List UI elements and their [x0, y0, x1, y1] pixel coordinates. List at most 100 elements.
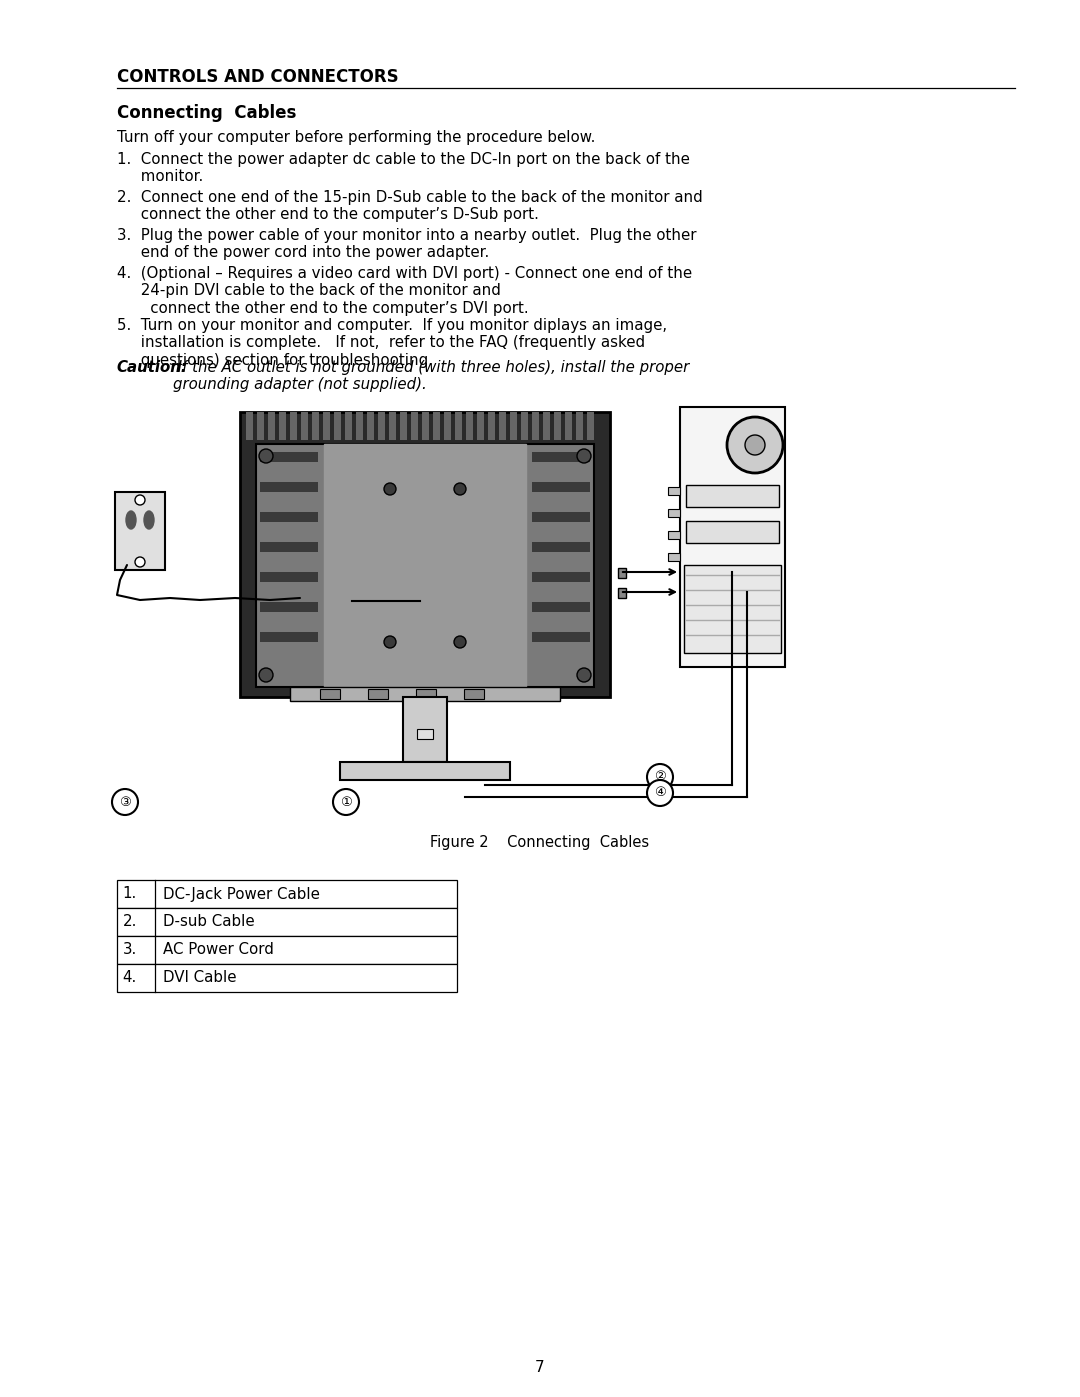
Ellipse shape [144, 511, 154, 529]
Bar [260, 542, 318, 552]
Bar [532, 602, 590, 612]
Bar [532, 542, 590, 552]
Circle shape [727, 416, 783, 474]
Text: CONTROLS AND CONNECTORS: CONTROLS AND CONNECTORS [117, 68, 399, 87]
Bar [411, 412, 418, 440]
Bar [114, 492, 165, 570]
Text: Figure 2    Connecting  Cables: Figure 2 Connecting Cables [431, 835, 649, 849]
Text: 4.  (Optional – Requires a video card with DVI port) - Connect one end of the
  : 4. (Optional – Requires a video card wit… [117, 265, 692, 316]
Bar [117, 908, 457, 936]
Bar [669, 488, 680, 495]
Bar [260, 571, 318, 583]
Bar [499, 412, 507, 440]
Text: 5.  Turn on your monitor and computer.  If you monitor diplays an image,
     in: 5. Turn on your monitor and computer. If… [117, 319, 666, 367]
Text: 2.  Connect one end of the 15-pin D-Sub cable to the back of the monitor and
   : 2. Connect one end of the 15-pin D-Sub c… [117, 190, 702, 222]
Bar [279, 412, 286, 440]
Bar [117, 880, 457, 908]
Bar [300, 588, 352, 615]
Text: If the AC outlet is not grounded (with three holes), install the proper
groundin: If the AC outlet is not grounded (with t… [173, 360, 689, 393]
Bar [684, 564, 781, 652]
Bar [403, 697, 447, 761]
Bar [488, 412, 495, 440]
Bar [268, 412, 275, 440]
Bar [257, 412, 264, 440]
Circle shape [135, 557, 145, 567]
Bar [543, 412, 550, 440]
Bar [554, 412, 561, 440]
Bar [240, 412, 610, 697]
Circle shape [745, 434, 765, 455]
Bar [323, 412, 330, 440]
Circle shape [112, 789, 138, 814]
Text: 1.  Connect the power adapter dc cable to the DC-In port on the back of the
    : 1. Connect the power adapter dc cable to… [117, 152, 689, 184]
Bar [455, 412, 462, 440]
Bar [291, 412, 297, 440]
Circle shape [454, 483, 465, 495]
Bar [340, 761, 510, 780]
Bar [291, 687, 561, 701]
Text: 7: 7 [536, 1361, 544, 1375]
Bar [565, 412, 572, 440]
Bar [389, 412, 396, 440]
Circle shape [384, 483, 396, 495]
Bar [532, 511, 590, 522]
Circle shape [259, 448, 273, 462]
Text: Caution:: Caution: [117, 360, 188, 374]
Ellipse shape [126, 511, 136, 529]
Bar [618, 588, 626, 598]
Bar [464, 689, 484, 698]
Bar [345, 412, 352, 440]
Bar [378, 412, 384, 440]
Bar [618, 569, 626, 578]
Circle shape [259, 668, 273, 682]
Bar [669, 553, 680, 562]
Bar [334, 412, 341, 440]
Bar [367, 412, 374, 440]
Bar [532, 571, 590, 583]
Bar [368, 689, 388, 698]
Bar [117, 964, 457, 992]
Bar [576, 412, 583, 440]
Text: D-sub Cable: D-sub Cable [163, 915, 254, 929]
Text: ④: ④ [654, 787, 666, 799]
Circle shape [384, 636, 396, 648]
Bar [532, 631, 590, 643]
Bar [312, 412, 319, 440]
Circle shape [577, 668, 591, 682]
Bar [400, 412, 407, 440]
Bar [417, 729, 433, 739]
Bar [510, 412, 517, 440]
Bar [356, 412, 363, 440]
Text: 2.: 2. [123, 915, 137, 929]
Bar [686, 485, 779, 507]
Bar [444, 412, 451, 440]
Bar [324, 444, 526, 687]
Circle shape [647, 764, 673, 789]
Circle shape [577, 448, 591, 462]
Text: ②: ② [654, 771, 666, 784]
Text: Turn off your computer before performing the procedure below.: Turn off your computer before performing… [117, 130, 595, 145]
Bar [260, 482, 318, 492]
Bar [477, 412, 484, 440]
Bar [680, 407, 785, 666]
Bar [532, 453, 590, 462]
Text: 4.: 4. [123, 971, 137, 985]
Bar [686, 521, 779, 543]
Bar [532, 412, 539, 440]
Bar [256, 444, 594, 687]
Text: 3.  Plug the power cable of your monitor into a nearby outlet.  Plug the other
 : 3. Plug the power cable of your monitor … [117, 228, 697, 260]
Bar [521, 412, 528, 440]
Text: DVI Cable: DVI Cable [163, 971, 237, 985]
Bar [301, 412, 308, 440]
Bar [669, 509, 680, 517]
Text: DC-Jack Power Cable: DC-Jack Power Cable [163, 887, 320, 901]
Bar [588, 412, 594, 440]
Circle shape [454, 636, 465, 648]
Bar [669, 531, 680, 539]
Bar [532, 482, 590, 492]
Bar [260, 511, 318, 522]
Text: ③: ③ [119, 795, 131, 809]
Text: ①: ① [340, 795, 352, 809]
Circle shape [135, 495, 145, 504]
Text: AC Power Cord: AC Power Cord [163, 943, 273, 957]
